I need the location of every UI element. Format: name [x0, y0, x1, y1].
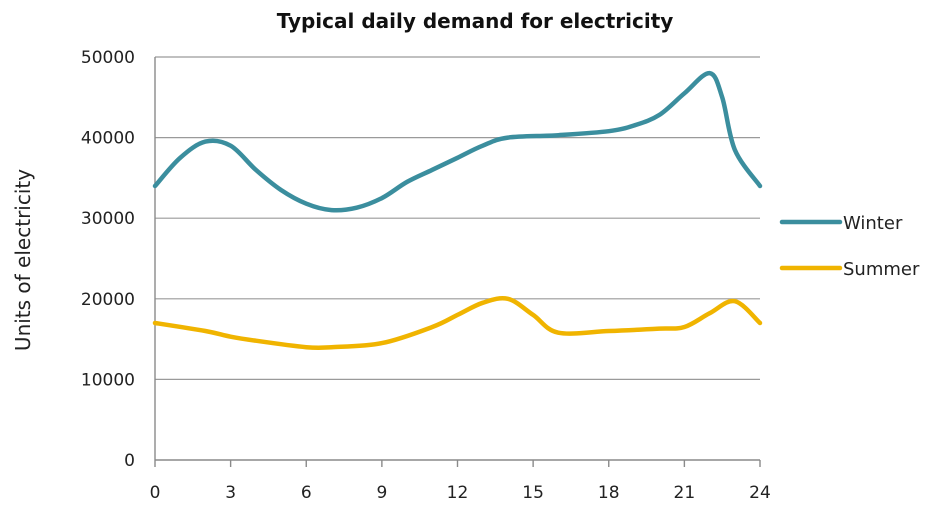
x-tick-label-8: 24: [749, 483, 771, 503]
y-tick-label-5: 50000: [81, 48, 135, 68]
legend: Winter Summer: [779, 213, 920, 280]
y-tick-label-3: 30000: [81, 209, 135, 229]
x-tick-label-7: 21: [674, 483, 696, 503]
y-tick-label-0: 0: [124, 451, 135, 471]
x-tick-label-4: 12: [447, 483, 469, 503]
series-line-winter: [152, 70, 763, 213]
y-tick-label-2: 20000: [81, 290, 135, 310]
x-tick-label-3: 9: [376, 483, 387, 503]
tick-labels: 0 10000 20000 30000 40000 50000 0 3 6 9 12 15 18 21 24: [81, 48, 771, 503]
y-tick-label-1: 10000: [81, 370, 135, 390]
legend-label-summer: Summer: [843, 259, 920, 280]
series-lines: [152, 70, 763, 351]
x-tick-label-2: 6: [301, 483, 312, 503]
x-tick-label-5: 15: [522, 483, 544, 503]
y-axis-label: Units of electricity: [11, 169, 35, 351]
y-tick-label-4: 40000: [81, 129, 135, 149]
legend-label-winter: Winter: [843, 213, 903, 234]
chart-title: Typical daily demand for electricity: [277, 9, 674, 33]
series-line-summer: [152, 295, 763, 351]
x-tick-label-0: 0: [150, 483, 161, 503]
x-tick-label-6: 18: [598, 483, 620, 503]
axes: [154, 57, 761, 467]
gridlines: [155, 56, 760, 380]
x-tick-label-1: 3: [225, 483, 236, 503]
